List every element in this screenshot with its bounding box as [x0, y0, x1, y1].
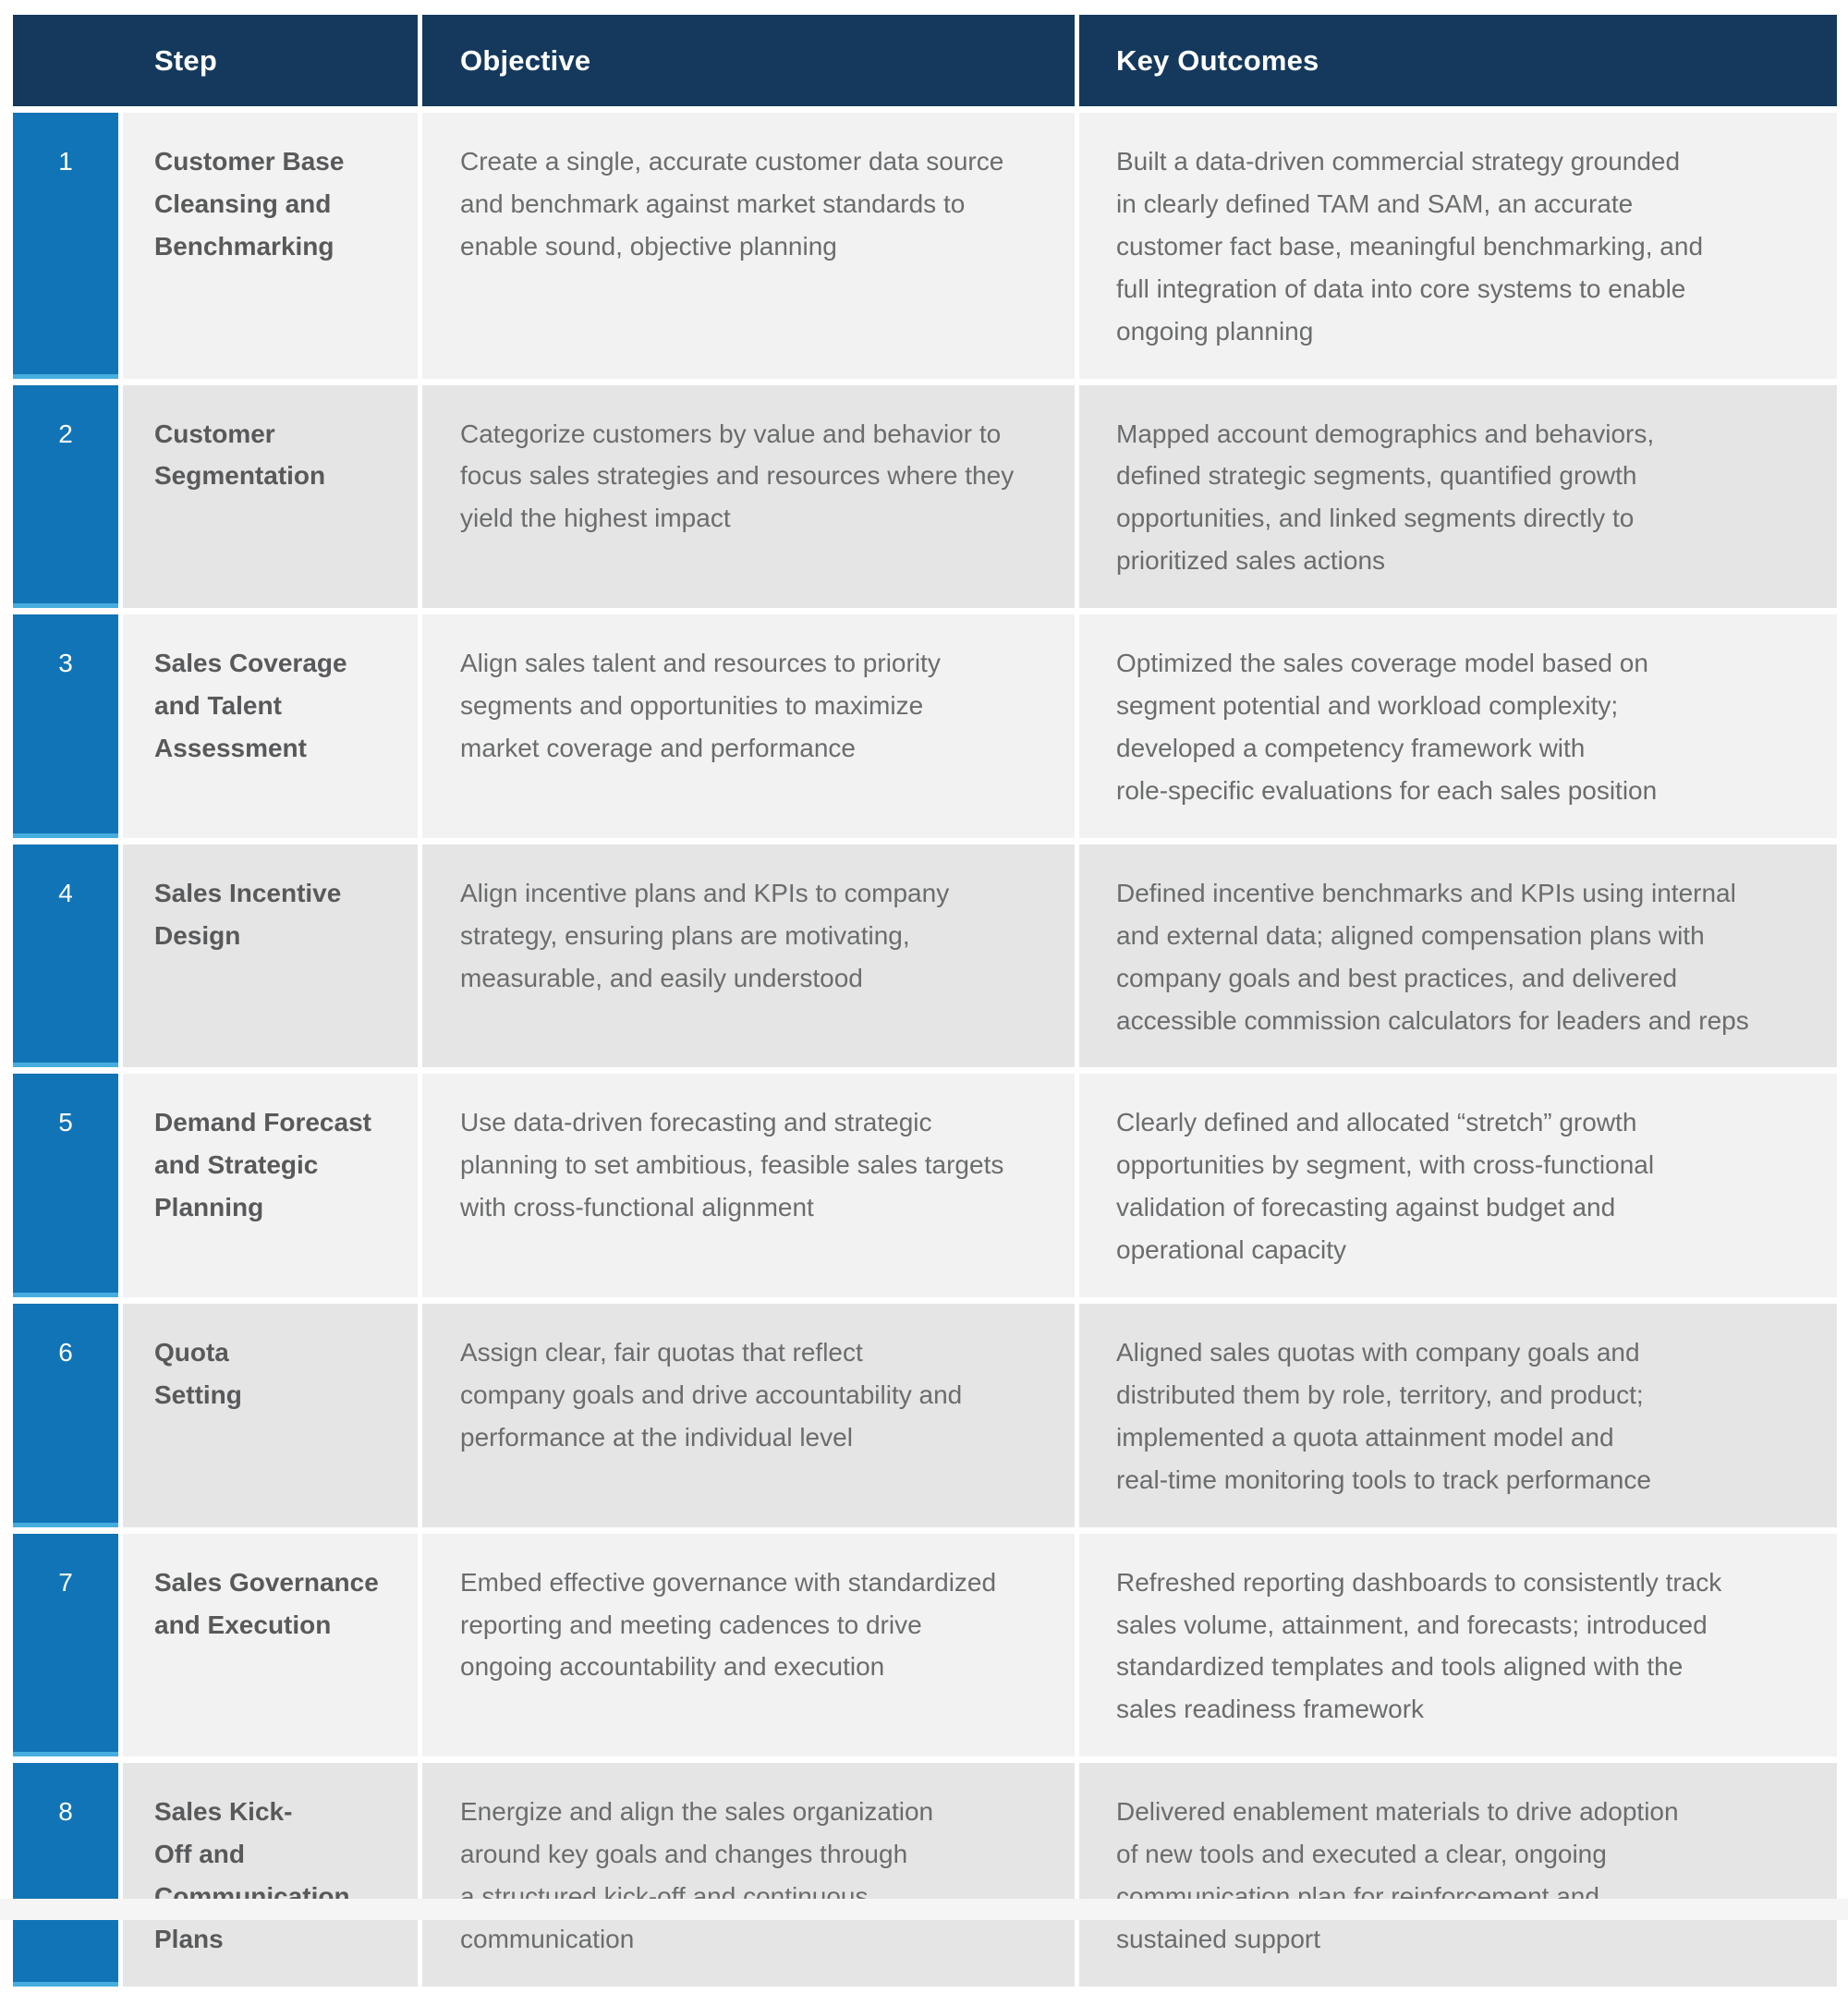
- step-name: Sales Incentive Design: [123, 844, 418, 1068]
- key-outcomes-text: Mapped account demographics and behavior…: [1079, 384, 1837, 609]
- key-outcomes-text: Clearly defined and allocated “stretch” …: [1079, 1074, 1837, 1298]
- objective-text: Categorize customers by value and behavi…: [422, 384, 1075, 609]
- step-number: 7: [13, 1533, 118, 1757]
- key-outcomes-text: Built a data-driven commercial strategy …: [1079, 113, 1837, 379]
- step-name: Customer Segmentation: [123, 384, 418, 609]
- step-name: Sales Kick- Off and Communication Plans: [123, 1763, 418, 1987]
- key-outcomes-text: Delivered enablement materials to drive …: [1079, 1763, 1837, 1987]
- objective-text: Align sales talent and resources to prio…: [422, 614, 1075, 838]
- table-row: 2 Customer Segmentation Categorize custo…: [13, 384, 1837, 609]
- bottom-strip: [0, 1899, 1848, 1920]
- table-row: 4 Sales Incentive Design Align incentive…: [13, 844, 1837, 1068]
- key-outcomes-text: Optimized the sales coverage model based…: [1079, 614, 1837, 838]
- key-outcomes-text: Refreshed reporting dashboards to consis…: [1079, 1533, 1837, 1757]
- step-number: 3: [13, 614, 118, 838]
- table-row: 1 Customer Base Cleansing and Benchmarki…: [13, 113, 1837, 379]
- step-name: Sales Governance and Execution: [123, 1533, 418, 1757]
- column-header-objective: Objective: [422, 15, 1075, 106]
- step-name: Demand Forecast and Strategic Planning: [123, 1074, 418, 1298]
- step-number: 1: [13, 113, 118, 379]
- step-number: 4: [13, 844, 118, 1068]
- table-row: 6 Quota Setting Assign clear, fair quota…: [13, 1304, 1837, 1527]
- key-outcomes-text: Aligned sales quotas with company goals …: [1079, 1304, 1837, 1527]
- objective-text: Embed effective governance with standard…: [422, 1533, 1075, 1757]
- column-header-key-outcomes: Key Outcomes: [1079, 15, 1837, 106]
- step-number: 5: [13, 1074, 118, 1298]
- column-header-step: Step: [13, 15, 418, 106]
- step-number: 8: [13, 1763, 118, 1987]
- objective-text: Use data-driven forecasting and strategi…: [422, 1074, 1075, 1298]
- step-number: 2: [13, 384, 118, 609]
- objective-text: Create a single, accurate customer data …: [422, 113, 1075, 379]
- step-number: 6: [13, 1304, 118, 1527]
- table-row: 3 Sales Coverage and Talent Assessment A…: [13, 614, 1837, 838]
- step-name: Quota Setting: [123, 1304, 418, 1527]
- objective-text: Assign clear, fair quotas that reflect c…: [422, 1304, 1075, 1527]
- table-row: 8 Sales Kick- Off and Communication Plan…: [13, 1763, 1837, 1987]
- process-table: Step Objective Key Outcomes 1 Customer B…: [13, 15, 1837, 1993]
- step-name: Customer Base Cleansing and Benchmarking: [123, 113, 418, 379]
- step-name: Sales Coverage and Talent Assessment: [123, 614, 418, 838]
- table-row: 7 Sales Governance and Execution Embed e…: [13, 1533, 1837, 1757]
- objective-text: Align incentive plans and KPIs to compan…: [422, 844, 1075, 1068]
- table-row: 5 Demand Forecast and Strategic Planning…: [13, 1074, 1837, 1298]
- key-outcomes-text: Defined incentive benchmarks and KPIs us…: [1079, 844, 1837, 1068]
- objective-text: Energize and align the sales organizatio…: [422, 1763, 1075, 1987]
- table-header: Step Objective Key Outcomes: [13, 15, 1837, 106]
